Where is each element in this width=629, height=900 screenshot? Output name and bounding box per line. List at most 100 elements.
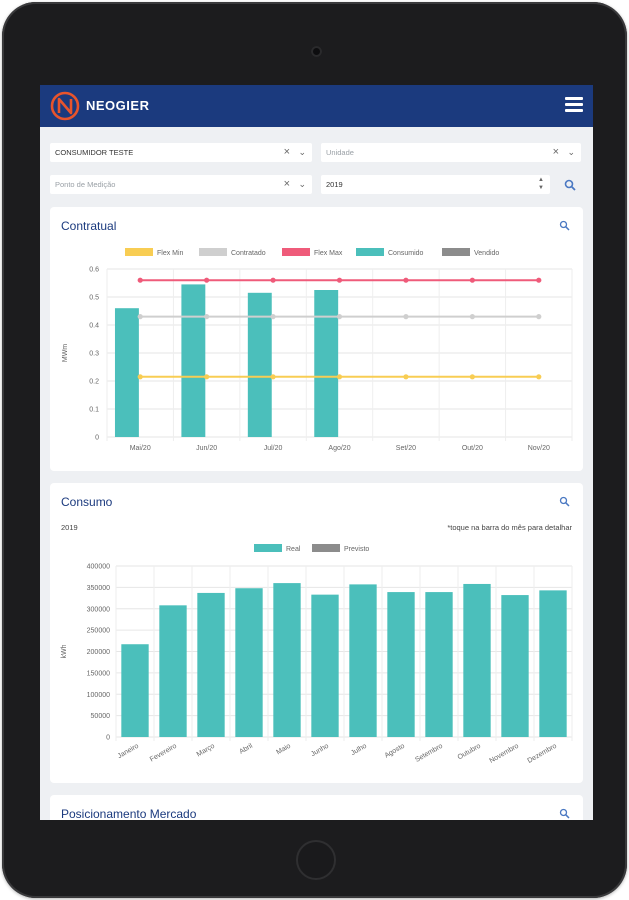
clear-icon[interactable]: × [552,146,559,158]
consumo-chart: Real Previsto 0 50000 100000 150000 200000 2500… [61,544,573,765]
series-point [137,314,143,320]
unidade-placeholder: Unidade [326,148,354,157]
y-tick-label: 0.4 [89,323,99,330]
y-tick-label: 300000 [87,606,110,613]
clear-icon[interactable]: × [283,178,290,190]
chevron-down-icon[interactable]: ⌄ [298,179,306,189]
bar-real [387,592,415,737]
bar-real [121,644,149,737]
unidade-select[interactable]: Unidade × ⌄ [321,143,581,162]
ponto-placeholder: Ponto de Medição [55,180,116,189]
series-point [204,314,210,320]
x-tick-label: Junho [310,743,330,759]
bar-consumido [181,284,206,437]
series-point [336,277,343,283]
number-spinner-icon[interactable]: ▲ ▼ [538,177,544,191]
search-icon[interactable] [559,808,570,819]
x-tick-label: Ago/20 [328,445,350,452]
bar-real [425,592,453,737]
legend-swatch [254,544,282,552]
series-point [403,277,409,283]
x-tick-label: Jun/20 [196,445,217,452]
x-tick-label: Set/20 [396,445,416,452]
neogier-logo-icon [50,91,80,121]
consumo-hint: *toque na barra do mês para detalhar [447,523,572,532]
x-tick-label: Agosto [384,743,406,760]
y-tick-label: 0.3 [89,351,99,358]
x-tick-label: Maio [275,743,292,757]
series-point [403,314,409,320]
home-button[interactable] [296,840,336,880]
x-tick-label: Nov/20 [528,445,550,452]
camera-icon [311,46,322,57]
legend-swatch [312,544,340,552]
x-tick-label: Fevereiro [149,743,178,764]
consumo-card: Consumo 2019 *toque na barra do mês para… [50,483,583,783]
bar-real [311,594,339,737]
app-screen: NEOGIER CONSUMIDOR TESTE × ⌄ Unidade × ⌄… [40,85,593,820]
legend-swatch [199,248,227,256]
x-tick-label: Outubro [457,743,482,762]
legend-label: Flex Min [157,250,184,257]
series-point [137,374,143,380]
legend-label: Real [286,546,301,553]
y-tick-label: 50000 [91,713,111,720]
legend-swatch [282,248,310,256]
legend-label: Contratado [231,250,266,257]
bar-real [273,583,301,737]
ano-input[interactable]: 2019 ▲ ▼ [321,175,550,194]
x-tick-label: Dezembro [527,743,559,765]
x-tick-label: Mai/20 [130,445,151,452]
series-point [204,374,210,380]
legend-label: Vendido [474,250,499,257]
bar-real [235,588,263,737]
legend-label: Flex Max [314,250,343,257]
legend-swatch [356,248,384,256]
search-icon[interactable] [559,220,570,231]
y-tick-label: 200000 [87,649,110,656]
chevron-down-icon[interactable]: ⌄ [298,147,306,157]
y-tick-label: 100000 [87,692,110,699]
x-tick-label: Novembro [489,743,521,765]
bar-consumido [247,292,272,437]
ano-value: 2019 [326,180,343,189]
search-icon[interactable] [559,496,570,507]
bar-real [463,583,491,737]
bar-real [539,590,567,737]
chevron-down-icon[interactable]: ⌄ [567,147,575,157]
y-tick-label: 0.2 [89,379,99,386]
brand-name: NEOGIER [86,98,150,113]
posicionamento-card: Posicionamento Mercado [50,795,583,820]
legend-swatch [442,248,470,256]
legend-label: Consumido [388,250,424,257]
y-tick-label: 0.1 [89,407,99,414]
hamburger-menu-icon[interactable] [565,97,583,113]
app-header: NEOGIER [40,85,593,127]
y-tick-label: 0.6 [89,267,99,274]
consumidor-value: CONSUMIDOR TESTE [55,148,134,157]
series-point [336,374,343,380]
y-tick-label: 350000 [87,585,110,592]
contratual-title: Contratual [61,219,117,233]
legend-swatch [125,248,153,256]
bar-real [501,595,529,737]
clear-icon[interactable]: × [283,146,290,158]
series-point [536,314,542,320]
series-point [204,277,210,283]
x-tick-label: Out/20 [462,445,483,452]
y-tick-label: 400000 [87,564,110,571]
y-axis-title: kWh [61,644,68,658]
search-icon[interactable] [563,178,577,192]
y-axis-title: MWm [62,344,69,362]
x-tick-label: Setembro [414,743,444,764]
series-point [270,277,276,283]
series-point [137,277,143,283]
series-point [536,374,542,380]
x-tick-label: Janeiro [117,743,140,761]
x-tick-label: Julho [350,743,368,757]
consumidor-select[interactable]: CONSUMIDOR TESTE × ⌄ [50,143,312,162]
bar-consumido [114,308,139,437]
series-point [536,277,542,283]
ponto-medicao-select[interactable]: Ponto de Medição × ⌄ [50,175,312,194]
